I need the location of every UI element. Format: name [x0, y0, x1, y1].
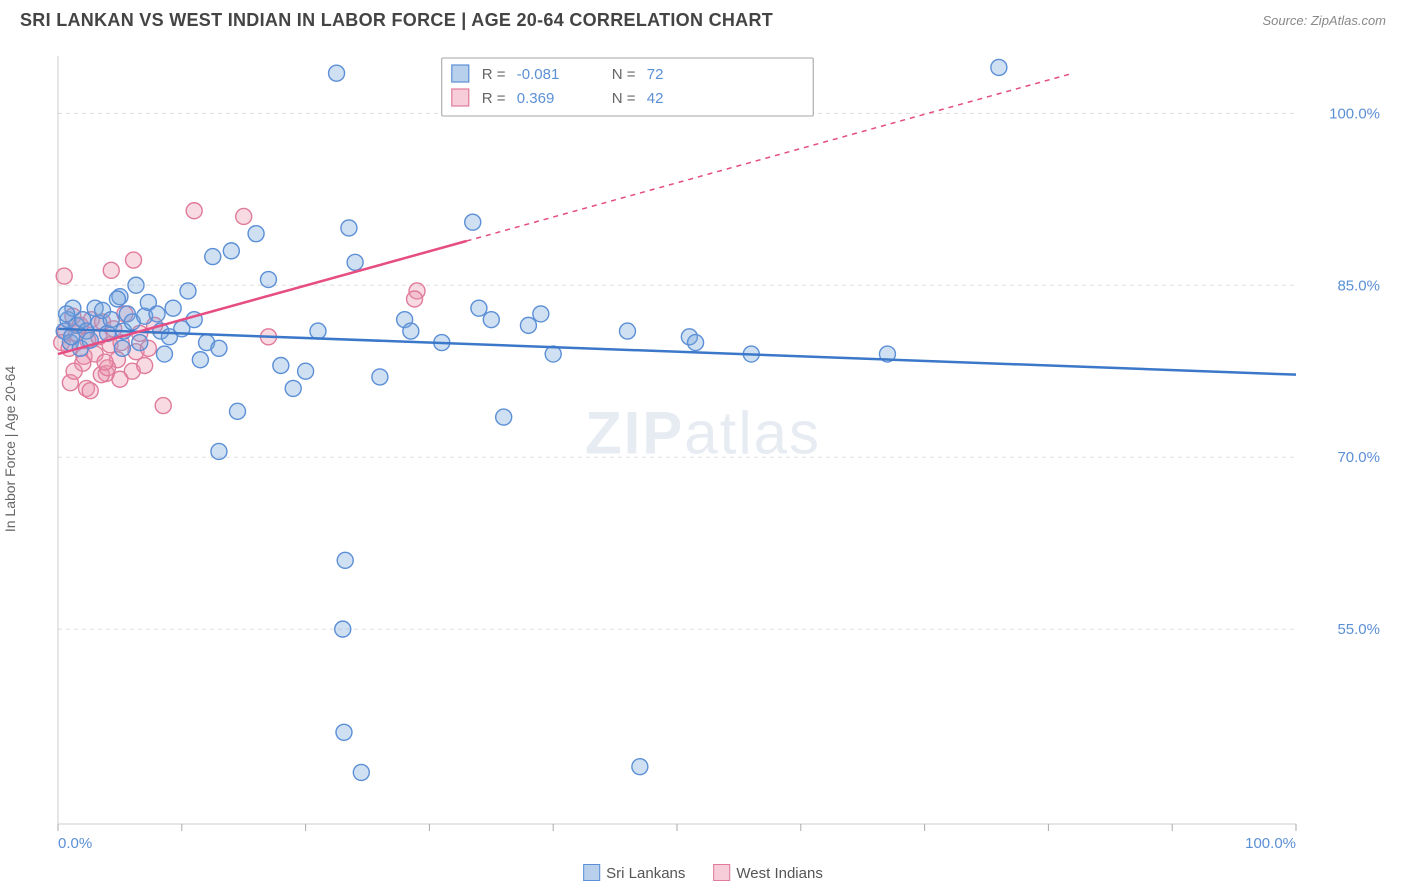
legend-item-west-indians: West Indians: [713, 864, 822, 882]
chart-container: In Labor Force | Age 20-64 55.0%70.0%85.…: [20, 46, 1386, 852]
svg-text:N =: N =: [612, 90, 636, 107]
svg-text:70.0%: 70.0%: [1337, 449, 1380, 466]
chart-title: SRI LANKAN VS WEST INDIAN IN LABOR FORCE…: [20, 10, 773, 31]
y-axis-label: In Labor Force | Age 20-64: [2, 366, 18, 532]
legend-swatch: [713, 864, 730, 881]
svg-text:R =: R =: [482, 66, 506, 83]
svg-text:N =: N =: [612, 66, 636, 83]
svg-text:0.369: 0.369: [517, 90, 555, 107]
svg-text:-0.081: -0.081: [517, 66, 560, 83]
svg-text:0.0%: 0.0%: [58, 835, 92, 852]
source-attribution: Source: ZipAtlas.com: [1262, 13, 1386, 28]
legend-item-sri-lankans: Sri Lankans: [583, 864, 685, 882]
svg-text:100.0%: 100.0%: [1329, 105, 1380, 122]
svg-text:100.0%: 100.0%: [1245, 835, 1296, 852]
svg-text:55.0%: 55.0%: [1337, 621, 1380, 638]
svg-text:72: 72: [647, 66, 664, 83]
legend-swatch: [583, 864, 600, 881]
svg-text:R =: R =: [482, 90, 506, 107]
scatter-plot: 55.0% 70.0% 85.0% 100.0% 0.0% 100.0% R = -0.08…: [48, 46, 1386, 852]
svg-text:85.0%: 85.0%: [1337, 277, 1380, 294]
legend: Sri Lankans West Indians: [583, 864, 823, 882]
svg-text:42: 42: [647, 90, 664, 107]
